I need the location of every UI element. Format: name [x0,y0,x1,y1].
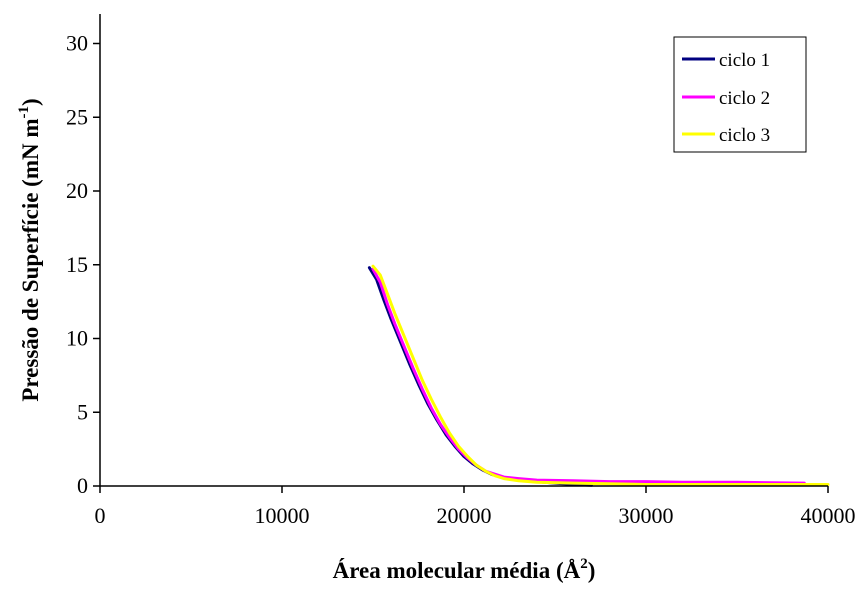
legend-label-ciclo-2: ciclo 2 [719,88,770,109]
legend-label-ciclo-3: ciclo 3 [719,125,770,146]
y-tick-label: 15 [66,252,88,277]
y-tick-label: 20 [66,178,88,203]
x-tick-label: 40000 [801,503,856,528]
y-tick-label: 5 [77,399,88,424]
y-tick-label: 10 [66,326,88,351]
x-tick-label: 10000 [255,503,310,528]
series-line-ciclo-3 [371,264,830,486]
x-tick-label: 30000 [619,503,674,528]
legend-label-ciclo-1: ciclo 1 [719,50,770,71]
legend: ciclo 1 ciclo 2 ciclo 3 [673,36,807,153]
ticks-layer: 0 5 10 15 20 25 30 0 10000 20000 30000 40000 [66,31,856,529]
x-tick-label: 20000 [437,503,492,528]
series-layer [367,264,830,487]
x-tick-label: 0 [95,503,106,528]
y-tick-label: 30 [66,31,88,56]
y-tick-label: 0 [77,473,88,498]
y-axis-title: Pressão de Superfície (mN m-1) [16,98,43,401]
x-axis-title: Área molecular média (Å2) [333,556,596,583]
y-tick-label: 25 [66,104,88,129]
